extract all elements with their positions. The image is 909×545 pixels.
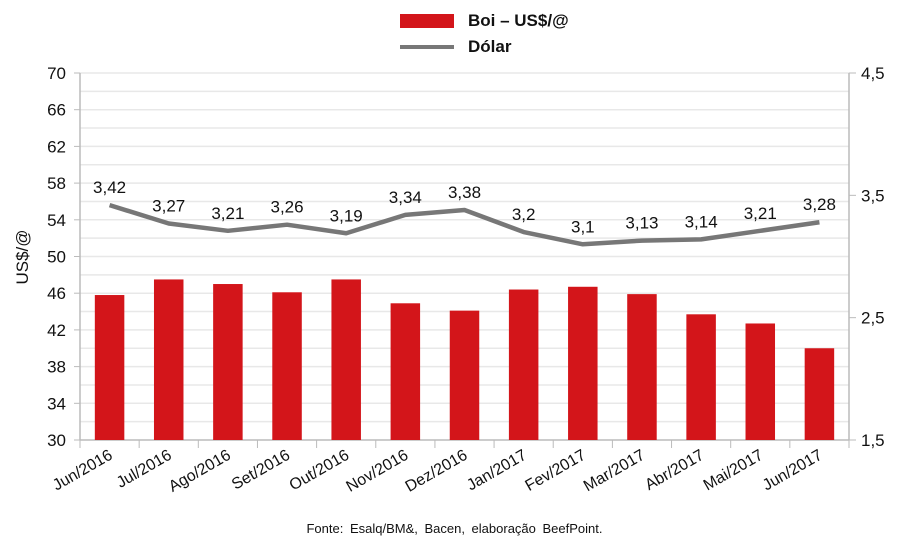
x-tick-label: Mai/2017	[701, 447, 767, 495]
legend-swatch-bar	[400, 14, 454, 28]
data-label: 3,38	[448, 183, 481, 202]
x-tick-label: Abr/2017	[642, 447, 707, 494]
bar	[568, 286, 598, 440]
data-label: 3,26	[270, 198, 303, 217]
legend-label-boi: Boi – US$/@	[468, 11, 569, 30]
data-label: 3,13	[625, 214, 658, 233]
y-tick-label: 70	[47, 64, 66, 83]
y-tick-label: 50	[47, 248, 66, 267]
data-label: 3,2	[512, 205, 536, 224]
data-label: 3,27	[152, 196, 185, 215]
bar	[449, 310, 480, 440]
y-tick-label: 54	[47, 211, 66, 230]
y-tick-label: 42	[47, 321, 66, 340]
x-tick-label: Dez/2016	[403, 447, 471, 496]
data-label: 3,21	[211, 204, 244, 223]
y-tick-label: 58	[47, 174, 66, 193]
y-tick-label: 38	[47, 358, 66, 377]
x-tick-label: Set/2016	[229, 447, 293, 494]
x-tick-label: Fev/2017	[523, 447, 589, 495]
bar	[213, 284, 243, 440]
x-tick-label: Jan/2017	[464, 447, 530, 495]
x-tick-label: Ago/2016	[166, 447, 234, 496]
data-label: 3,19	[330, 206, 363, 225]
x-tick-label: Jun/2017	[760, 447, 826, 495]
y-tick-label: 34	[47, 394, 66, 413]
data-label: 3,21	[744, 204, 777, 223]
bar	[331, 279, 361, 440]
data-label: 3,42	[93, 178, 126, 197]
y-tick-label: 62	[47, 137, 66, 156]
x-tick-label: Mar/2017	[581, 447, 648, 496]
y-tick-label: 66	[47, 101, 66, 120]
x-tick-label: Jul/2016	[114, 447, 175, 492]
legend-item-dolar: Dólar	[400, 34, 569, 60]
bar	[153, 279, 184, 440]
legend-swatch-line	[400, 45, 454, 49]
bar	[94, 295, 125, 440]
bar	[627, 294, 657, 440]
data-label: 3,28	[803, 195, 836, 214]
y2-tick-label: 2,5	[861, 309, 885, 328]
y2-tick-label: 1,5	[861, 431, 885, 450]
legend: Boi – US$/@ Dólar	[400, 8, 569, 60]
bar	[508, 289, 539, 440]
x-tick-label: Nov/2016	[344, 447, 412, 496]
y-tick-label: 30	[47, 431, 66, 450]
y2-tick-label: 3,5	[861, 186, 885, 205]
data-label: 3,34	[389, 188, 422, 207]
data-label: 3,14	[685, 212, 718, 231]
y-axis-label: US$/@	[13, 229, 32, 284]
bar	[686, 314, 716, 440]
bar	[804, 348, 835, 440]
bar	[272, 292, 302, 440]
legend-item-boi: Boi – US$/@	[400, 8, 569, 34]
data-label: 3,1	[571, 217, 595, 236]
dolar-line	[108, 202, 820, 247]
source-note: Fonte: Esalq/BM&, Bacen, elaboração Beef…	[306, 521, 603, 536]
y-tick-label: 46	[47, 284, 66, 303]
x-tick-label: Out/2016	[287, 447, 353, 495]
bar	[745, 323, 776, 440]
legend-label-dolar: Dólar	[468, 37, 512, 56]
x-tick-label: Jun/2016	[50, 447, 116, 495]
y2-tick-label: 4,5	[861, 64, 885, 83]
bar	[390, 303, 421, 440]
